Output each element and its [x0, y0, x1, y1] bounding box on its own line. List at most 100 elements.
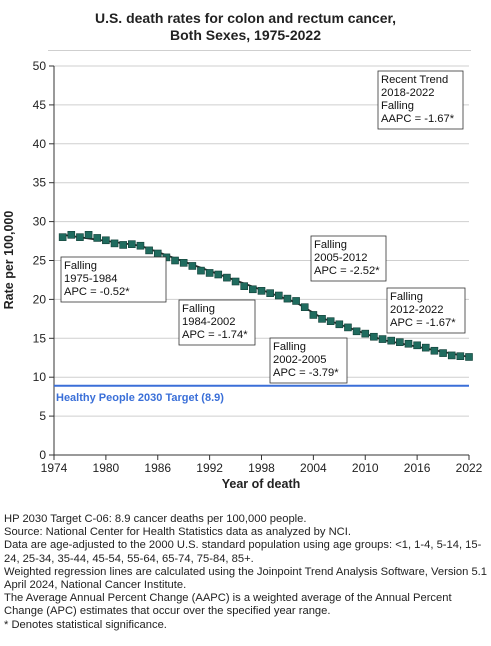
- x-tick-label-2010: 2010: [352, 461, 379, 475]
- x-tick-label-1980: 1980: [93, 461, 120, 475]
- annotation-line-1: Falling: [314, 239, 347, 251]
- footnote-significance: * Denotes statistical significance.: [4, 618, 167, 631]
- data-point-2000: [274, 291, 283, 300]
- data-point-2004: [309, 311, 318, 319]
- data-point-2002: [292, 297, 300, 305]
- data-point-1989: [179, 259, 188, 267]
- annotation-line-1: Falling: [390, 291, 423, 303]
- data-point-2014: [396, 338, 404, 346]
- x-tick-label-1992: 1992: [196, 461, 223, 475]
- x-tick-label-2022: 2022: [456, 461, 483, 475]
- data-point-1983: [128, 240, 136, 248]
- data-point-1990: [188, 262, 197, 270]
- data-point-1994: [223, 273, 231, 282]
- data-points: [58, 231, 473, 361]
- x-tick-label-1986: 1986: [144, 461, 171, 475]
- annotation-line-3: APC = -0.52*: [64, 286, 130, 298]
- hp2030-target: Healthy People 2030 Target (8.9): [54, 384, 469, 404]
- data-point-2018: [430, 346, 439, 355]
- data-point-2021: [456, 352, 465, 360]
- data-point-1993: [214, 270, 223, 279]
- y-tick-label-40: 40: [33, 137, 47, 151]
- trend-segment-1: [62, 233, 141, 247]
- annotation-box: [310, 235, 387, 282]
- annotation-line-3: APC = -1.74*: [182, 329, 248, 341]
- footnote-regression: Weighted regression lines are calculated…: [4, 565, 487, 592]
- data-point-2010: [361, 329, 370, 338]
- y-tick-label-0: 0: [39, 448, 46, 462]
- annotation-line-1: Recent Trend: [381, 74, 448, 86]
- data-point-2017: [421, 343, 430, 352]
- data-point-2006: [326, 317, 335, 325]
- data-point-1976: [67, 231, 76, 239]
- footnote-source: Source: National Center for Health Stati…: [4, 526, 351, 539]
- annotation-line-2: 1975-1984: [64, 273, 118, 285]
- annotation-line-1: Falling: [273, 341, 306, 353]
- data-point-1996: [240, 282, 249, 290]
- annotation-line-2: 2005-2012: [314, 252, 368, 264]
- y-tick-label-50: 50: [33, 59, 47, 73]
- death-rate-chart: 0 5 10 15 20 25 30 35 40 45 50 1974 1980 1986 1992 1998…: [2, 59, 483, 491]
- annotation-box: [386, 287, 466, 334]
- trend-segment-3: [295, 301, 323, 319]
- y-tick-label-35: 35: [33, 176, 47, 190]
- y-tick-label-15: 15: [33, 331, 47, 345]
- data-point-2013: [387, 336, 395, 345]
- footnote-aapc: The Average Annual Percent Change (AAPC)…: [4, 592, 452, 618]
- y-tick-label-10: 10: [33, 370, 47, 384]
- annotation-line-3: Falling: [381, 100, 414, 112]
- data-point-1997: [249, 285, 257, 294]
- x-axis-label: Year of death: [222, 477, 301, 491]
- x-tick-label-1974: 1974: [41, 461, 68, 475]
- data-point-2015: [404, 339, 413, 348]
- y-axis-label: Rate per 100,000: [2, 211, 16, 310]
- data-point-1986: [153, 249, 162, 258]
- data-point-1995: [231, 277, 240, 286]
- chart-title-line-2: Both Sexes, 1975-2022: [170, 27, 321, 43]
- data-point-2022: [465, 353, 473, 361]
- data-point-1988: [171, 256, 179, 265]
- annotation-box: [269, 337, 348, 384]
- target-label: Healthy People 2030 Target (8.9): [56, 392, 224, 404]
- data-point-1980: [102, 236, 110, 245]
- data-point-1985: [145, 246, 153, 255]
- chart-title-line-1: U.S. death rates for colon and rectum ca…: [94, 10, 397, 26]
- y-tick-label-5: 5: [39, 409, 46, 423]
- data-point-1998: [257, 287, 266, 295]
- data-point-1991: [197, 266, 205, 275]
- data-point-1982: [119, 241, 127, 249]
- annotation-line-2: 2002-2005: [273, 354, 327, 366]
- y-tick-label-45: 45: [33, 98, 47, 112]
- data-point-1975: [58, 233, 67, 241]
- title-divider: [48, 50, 471, 51]
- data-point-2001: [283, 294, 292, 303]
- data-point-2011: [370, 332, 378, 341]
- annotation-box: [178, 299, 256, 346]
- x-tick-label-1998: 1998: [248, 461, 275, 475]
- y-tick-label-20: 20: [33, 292, 47, 306]
- annotation-line-1: Falling: [182, 303, 215, 315]
- data-point-1978: [84, 231, 93, 239]
- axes: 0 5 10 15 20 25 30 35 40 45 50 1974 1980 1986 1992 1998…: [33, 59, 483, 475]
- data-point-2012: [378, 335, 387, 343]
- data-point-2016: [413, 341, 421, 350]
- data-point-1979: [93, 234, 102, 242]
- annotation-line-2: 1984-2002: [182, 316, 236, 328]
- footnotes: HP 2030 Target C-06: 8.9 cancer deaths p…: [4, 513, 488, 632]
- data-point-2008: [344, 323, 352, 332]
- y-tick-label-30: 30: [33, 215, 47, 229]
- data-point-1981: [110, 239, 119, 248]
- x-tick-label-2016: 2016: [404, 461, 431, 475]
- annotation-line-4: AAPC = -1.67*: [381, 113, 455, 125]
- annotation-line-1: Falling: [64, 260, 97, 272]
- data-point-2005: [318, 315, 326, 323]
- data-point-2009: [352, 327, 361, 336]
- data-point-1992: [205, 269, 214, 277]
